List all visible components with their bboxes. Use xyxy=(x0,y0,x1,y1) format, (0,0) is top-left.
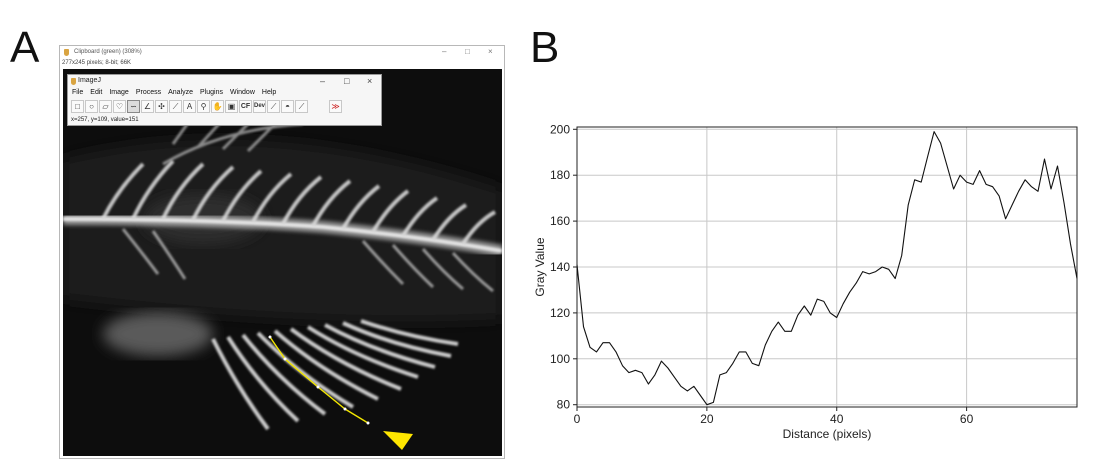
menu-file[interactable]: File xyxy=(72,89,84,96)
imagej-menubar: File Edit Image Process Analyze Plugins … xyxy=(72,89,276,96)
menu-window[interactable]: Window xyxy=(229,89,255,96)
x-tick-label: 40 xyxy=(830,412,844,426)
minimize-button[interactable]: – xyxy=(442,47,447,56)
profile-series-line xyxy=(576,131,1078,406)
x-tick-label: 60 xyxy=(960,412,974,426)
plot-series xyxy=(576,131,1078,406)
cf-icon[interactable]: CF xyxy=(239,100,252,113)
menu-image[interactable]: Image xyxy=(109,89,129,96)
maximize-button[interactable]: □ xyxy=(465,47,470,56)
y-tick-label: 200 xyxy=(550,122,570,136)
menu-process[interactable]: Process xyxy=(135,89,162,96)
image-info: 277x245 pixels; 8-bit; 66K xyxy=(62,60,132,66)
eyedropper-icon[interactable]: ▣ xyxy=(225,100,238,113)
menu-plugins[interactable]: Plugins xyxy=(200,89,223,96)
imagej-coffee-icon xyxy=(71,78,76,85)
rectangle-icon[interactable]: □ xyxy=(71,100,84,113)
close-button[interactable]: × xyxy=(488,47,493,56)
more-tools-icon[interactable]: ≫ xyxy=(329,100,342,113)
x-tick-label: 0 xyxy=(574,412,581,426)
x-tick-label: 20 xyxy=(700,412,714,426)
oval-icon[interactable]: ○ xyxy=(85,100,98,113)
point-icon[interactable]: ✣ xyxy=(155,100,168,113)
magnifier-icon[interactable]: ⚲ xyxy=(197,100,210,113)
fish-skeleton-image xyxy=(63,108,502,431)
imagej-title: ImageJ xyxy=(78,77,101,84)
imagej-toolbar-window: ImageJ – □ × File Edit Image Process Ana… xyxy=(67,74,382,126)
imagej-minimize-button[interactable]: – xyxy=(320,76,326,86)
y-axis-label: Gray Value xyxy=(533,237,547,296)
menu-edit[interactable]: Edit xyxy=(90,89,103,96)
imagej-tool-row: □ ○ ▱ ♡ ∽ ∠ ✣ ⟋ A ⚲ ✋ ▣ CF Dev ⟋ ◓ ⟋ ≫ xyxy=(71,100,342,113)
wand-icon[interactable]: ⟋ xyxy=(169,100,182,113)
menu-help[interactable]: Help xyxy=(261,89,277,96)
image-canvas[interactable] xyxy=(63,69,502,456)
pencil-icon[interactable]: ⟋ xyxy=(295,100,308,113)
hand-icon[interactable]: ✋ xyxy=(211,100,224,113)
flood-fill-icon[interactable]: ◓ xyxy=(281,100,294,113)
text-icon[interactable]: A xyxy=(183,100,196,113)
panel-label-b: B xyxy=(530,23,560,72)
x-axis-label: Distance (pixels) xyxy=(783,427,872,441)
imagej-status: x=257, y=109, value=151 xyxy=(71,117,139,123)
angle-icon[interactable]: ∠ xyxy=(141,100,154,113)
arrowhead-icon xyxy=(383,431,413,450)
imagej-close-button[interactable]: × xyxy=(367,76,373,86)
plot-ticks: 0 20 40 60 80 100 120 140 160 180 200 xyxy=(550,122,974,426)
y-tick-label: 180 xyxy=(550,168,570,182)
plot-grid xyxy=(576,127,1077,407)
y-tick-label: 160 xyxy=(550,214,570,228)
imagej-maximize-button[interactable]: □ xyxy=(344,76,350,86)
brush-icon[interactable]: ⟋ xyxy=(267,100,280,113)
freehand-icon[interactable]: ♡ xyxy=(113,100,126,113)
image-window-title: Clipboard (green) (308%) xyxy=(74,49,142,55)
imagej-coffee-icon xyxy=(64,49,69,56)
menu-analyze[interactable]: Analyze xyxy=(168,89,194,96)
dev-icon[interactable]: Dev xyxy=(253,100,266,113)
y-tick-label: 140 xyxy=(550,260,570,274)
y-tick-label: 120 xyxy=(550,306,570,320)
segmented-line-icon[interactable]: ∽ xyxy=(127,100,140,113)
y-tick-label: 100 xyxy=(550,352,570,366)
y-tick-label: 80 xyxy=(557,398,571,412)
polygon-icon[interactable]: ▱ xyxy=(99,100,112,113)
image-window-titlebar[interactable]: Clipboard (green) (308%) – □ × xyxy=(60,46,504,60)
panel-label-a: A xyxy=(10,23,40,72)
profile-plot: 0 20 40 60 80 100 120 140 160 180 200 Distance (pi… xyxy=(533,122,1078,441)
